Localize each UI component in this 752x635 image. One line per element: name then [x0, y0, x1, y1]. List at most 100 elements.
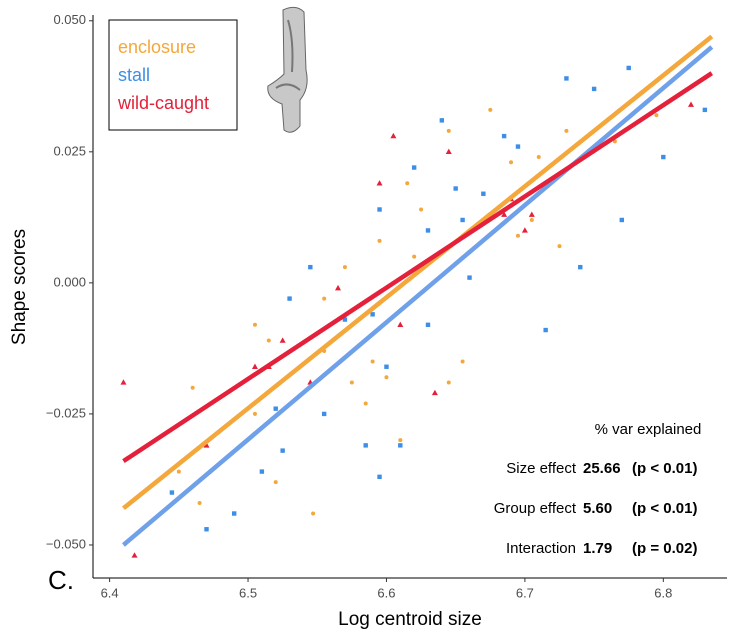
- point: [231, 511, 237, 516]
- point: [521, 227, 528, 233]
- point: [335, 284, 342, 291]
- fit-line: [122, 45, 714, 547]
- point: [536, 155, 541, 160]
- point: [702, 107, 708, 113]
- y-tick-label: 0.000: [53, 274, 86, 289]
- point: [557, 244, 562, 249]
- stats-title: % var explained: [595, 421, 702, 438]
- stats-label: Interaction: [506, 540, 576, 557]
- point: [688, 101, 695, 107]
- point: [176, 469, 181, 474]
- x-tick-label: 6.4: [101, 585, 119, 600]
- point: [398, 443, 403, 448]
- point: [384, 375, 389, 380]
- stats-p: (p = 0.02): [632, 540, 697, 557]
- point: [273, 480, 278, 485]
- point: [425, 322, 431, 328]
- point: [390, 132, 397, 139]
- panel-label: C.: [48, 565, 74, 595]
- point: [169, 490, 175, 495]
- point: [311, 511, 316, 516]
- x-tick-label: 6.7: [516, 585, 534, 600]
- point: [131, 552, 138, 558]
- point: [515, 233, 520, 238]
- point: [501, 133, 507, 139]
- point: [529, 217, 534, 222]
- point: [279, 337, 286, 343]
- stats-value: 5.60: [583, 500, 612, 517]
- x-tick-label: 6.6: [377, 585, 395, 600]
- point: [578, 264, 583, 270]
- stats-p: (p < 0.01): [632, 460, 697, 477]
- fit-line: [122, 71, 714, 463]
- point: [120, 379, 127, 385]
- fit-line: [122, 34, 714, 511]
- bone-inset: [267, 6, 308, 133]
- point: [363, 401, 368, 406]
- stats-label: Group effect: [494, 500, 577, 517]
- point: [445, 148, 452, 155]
- point: [439, 118, 445, 123]
- point: [481, 191, 486, 196]
- point: [342, 265, 347, 270]
- point: [280, 448, 285, 453]
- point: [515, 144, 521, 149]
- point: [322, 296, 327, 301]
- point: [626, 65, 631, 71]
- y-tick-label: 0.050: [53, 12, 86, 27]
- point: [377, 207, 382, 212]
- point: [564, 128, 569, 133]
- point: [419, 207, 424, 212]
- point: [460, 359, 465, 364]
- legend-entry: stall: [118, 65, 150, 85]
- point: [509, 160, 514, 165]
- point: [446, 128, 451, 133]
- legend-entry: wild-caught: [117, 93, 209, 113]
- point: [197, 501, 202, 506]
- legend-box: [108, 19, 238, 131]
- point: [654, 113, 659, 118]
- point: [252, 411, 257, 416]
- point: [377, 474, 382, 480]
- point: [398, 438, 403, 443]
- point: [370, 312, 375, 317]
- point: [460, 217, 465, 223]
- point: [287, 296, 292, 301]
- point: [203, 442, 210, 448]
- y-axis-label: Shape scores: [9, 229, 30, 345]
- stats-value: 1.79: [583, 540, 612, 557]
- y-tick-label: −0.025: [46, 405, 86, 420]
- stats-label: Size effect: [506, 460, 577, 477]
- point: [425, 228, 431, 233]
- point: [363, 443, 368, 448]
- y-tick-label: −0.050: [46, 536, 86, 551]
- legend-entry: enclosure: [118, 37, 196, 57]
- point: [376, 180, 383, 186]
- point: [370, 359, 375, 364]
- point: [619, 217, 624, 223]
- point: [204, 527, 209, 532]
- stats-value: 25.66: [583, 460, 621, 477]
- x-tick-label: 6.8: [654, 585, 672, 600]
- point: [661, 154, 666, 160]
- point: [397, 321, 404, 328]
- y-tick-label: 0.025: [53, 143, 86, 158]
- point: [349, 380, 354, 385]
- point: [251, 363, 258, 369]
- point: [190, 385, 195, 390]
- point: [528, 211, 535, 217]
- point: [321, 411, 327, 417]
- point: [591, 86, 597, 92]
- x-tick-label: 6.5: [239, 585, 257, 600]
- point: [543, 327, 548, 333]
- point: [259, 469, 265, 474]
- point: [467, 275, 472, 280]
- series-points: [169, 65, 708, 532]
- point: [308, 264, 313, 270]
- point: [273, 406, 278, 411]
- point: [431, 389, 438, 396]
- point: [252, 322, 257, 327]
- point: [446, 380, 451, 385]
- point: [342, 317, 348, 322]
- point: [564, 76, 569, 81]
